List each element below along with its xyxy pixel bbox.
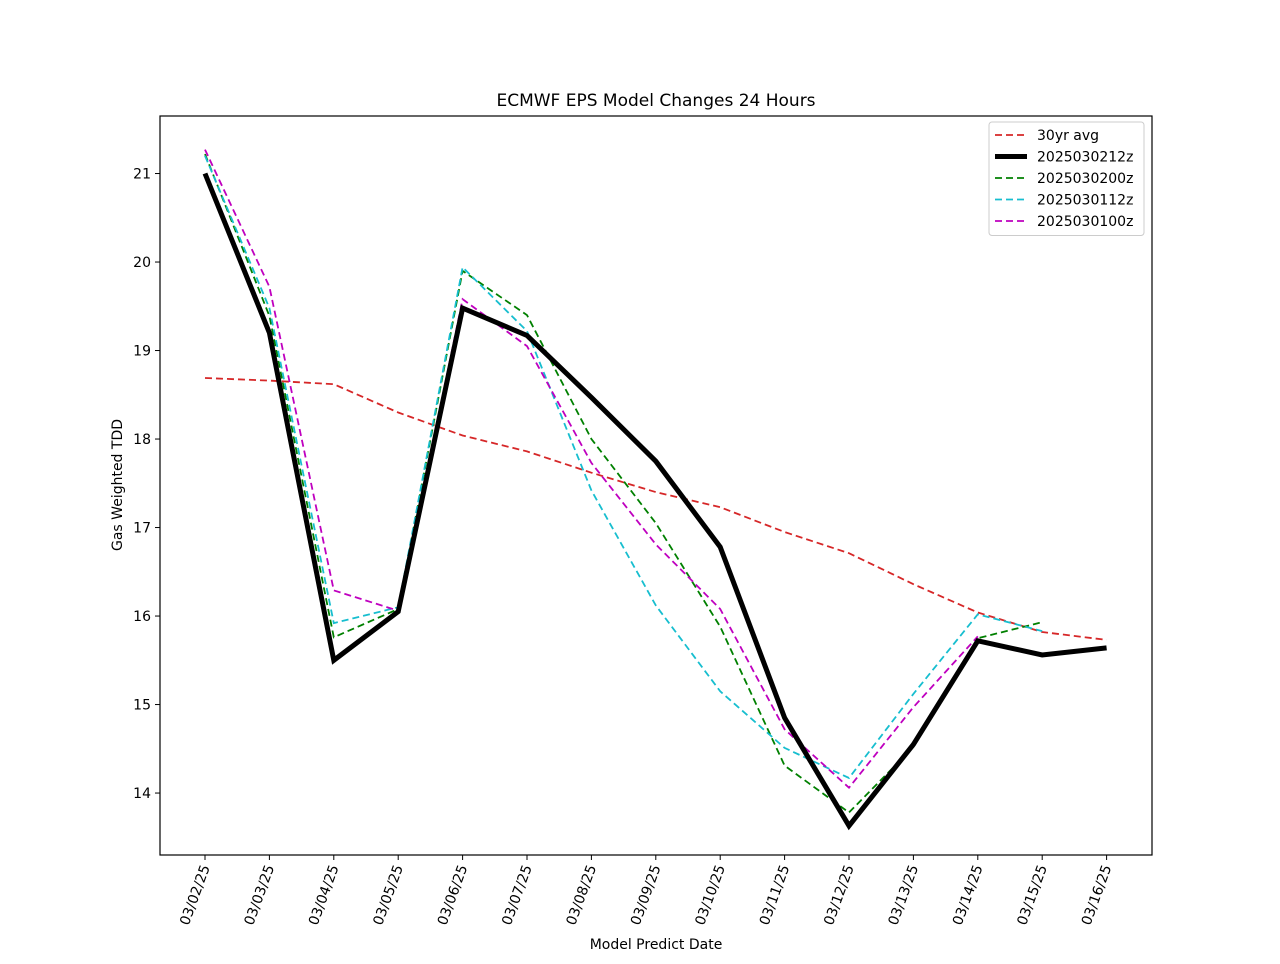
x-tick-label: 03/02/25 [177, 863, 214, 928]
x-tick-label: 03/07/25 [499, 863, 536, 928]
y-tick-label: 16 [133, 609, 151, 625]
y-tick-label: 20 [133, 255, 151, 271]
series-line-2025030100z [204, 149, 979, 790]
series-line-2025030212z [202, 172, 1107, 831]
x-tick-label: 03/05/25 [370, 863, 407, 928]
series-lines [202, 149, 1107, 831]
legend-label: 2025030112z [1037, 193, 1133, 209]
legend-box [988, 121, 1145, 236]
x-tick-label: 03/09/25 [628, 863, 665, 928]
y-axis-label: Gas Weighted TDD [110, 419, 126, 551]
y-tick-label: 14 [133, 786, 151, 802]
legend-label: 30yr avg [1037, 128, 1099, 144]
x-tick-label: 03/13/25 [886, 863, 923, 928]
axis-ticks: 14 15 16 17 18 19 20 21 03/02/25 03/03/25 03/04/25… [133, 167, 1115, 928]
x-tick-label: 03/15/25 [1014, 863, 1051, 928]
x-tick-label: 03/16/25 [1079, 863, 1116, 928]
legend-label: 2025030212z [1037, 150, 1133, 166]
x-tick-label: 03/14/25 [950, 863, 987, 928]
x-tick-label: 03/10/25 [692, 863, 729, 928]
legend-label: 2025030200z [1037, 171, 1133, 187]
series-line-30yr-avg [204, 377, 1107, 641]
legend-label: 2025030100z [1037, 214, 1133, 230]
chart-title: ECMWF EPS Model Changes 24 Hours [496, 91, 815, 111]
plot-frame [159, 115, 1153, 856]
x-tick-label: 03/11/25 [757, 863, 794, 928]
x-tick-label: 03/08/25 [564, 863, 601, 928]
series-line-2025030112z [204, 155, 1043, 780]
y-tick-label: 19 [133, 344, 151, 360]
legend: 30yr avg 2025030212z 2025030200z 2025030112… [988, 121, 1145, 236]
y-tick-label: 21 [133, 167, 151, 183]
y-tick-label: 15 [133, 698, 151, 714]
x-tick-label: 03/12/25 [821, 863, 858, 928]
x-tick-label: 03/03/25 [242, 863, 279, 928]
x-axis-label: Model Predict Date [590, 937, 723, 953]
y-tick-label: 17 [133, 521, 151, 537]
x-tick-label: 03/06/25 [435, 863, 472, 928]
y-tick-label: 18 [133, 432, 151, 448]
x-tick-label: 03/04/25 [306, 863, 343, 928]
